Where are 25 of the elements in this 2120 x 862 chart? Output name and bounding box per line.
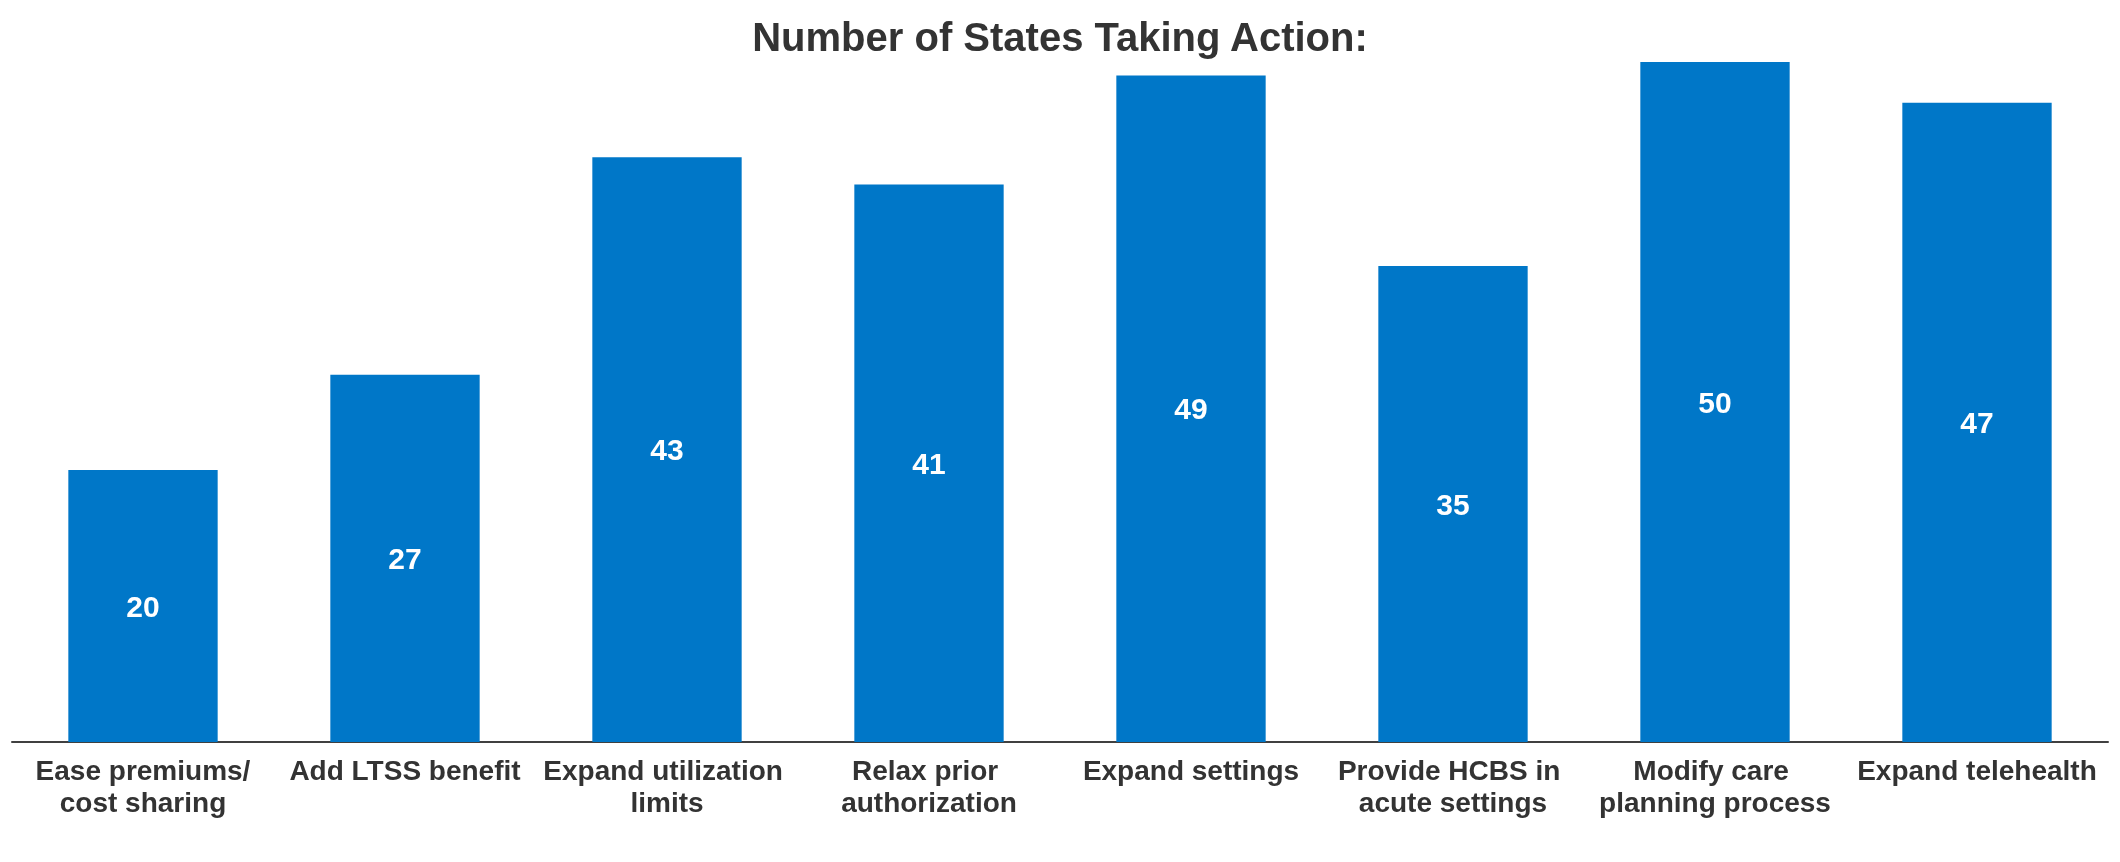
x-tick-label: Add LTSS benefit bbox=[289, 754, 521, 786]
bar bbox=[1116, 75, 1266, 742]
x-tick-label: Expand utilization limits bbox=[543, 754, 791, 818]
data-label: 43 bbox=[650, 433, 684, 467]
bar bbox=[1640, 62, 1790, 742]
data-label: 50 bbox=[1698, 385, 1732, 419]
bar bbox=[1378, 266, 1528, 742]
data-label: 49 bbox=[1174, 392, 1208, 426]
x-tick-label: Expand settings bbox=[1082, 754, 1300, 786]
data-label: 20 bbox=[126, 589, 160, 623]
x-tick-label: Relax prior authorization bbox=[841, 754, 1017, 818]
data-label: 41 bbox=[912, 446, 946, 480]
data-label: 35 bbox=[1436, 487, 1470, 521]
x-tick-label: Ease premiums/cost sharing bbox=[35, 754, 251, 818]
bar bbox=[1902, 102, 2052, 742]
data-label: 27 bbox=[388, 541, 422, 575]
bar bbox=[330, 374, 480, 742]
data-label: 47 bbox=[1960, 405, 1994, 439]
chart-title: Number of States Taking Action: bbox=[752, 15, 1368, 59]
x-tick-label: Expand telehealth bbox=[1857, 754, 2097, 786]
bar bbox=[68, 470, 218, 742]
bar bbox=[854, 184, 1004, 742]
bar bbox=[592, 157, 742, 742]
x-tick-label: Modify care planning process bbox=[1599, 754, 1831, 818]
x-tick-label: Provide HCBS in acute settings bbox=[1337, 754, 1569, 818]
